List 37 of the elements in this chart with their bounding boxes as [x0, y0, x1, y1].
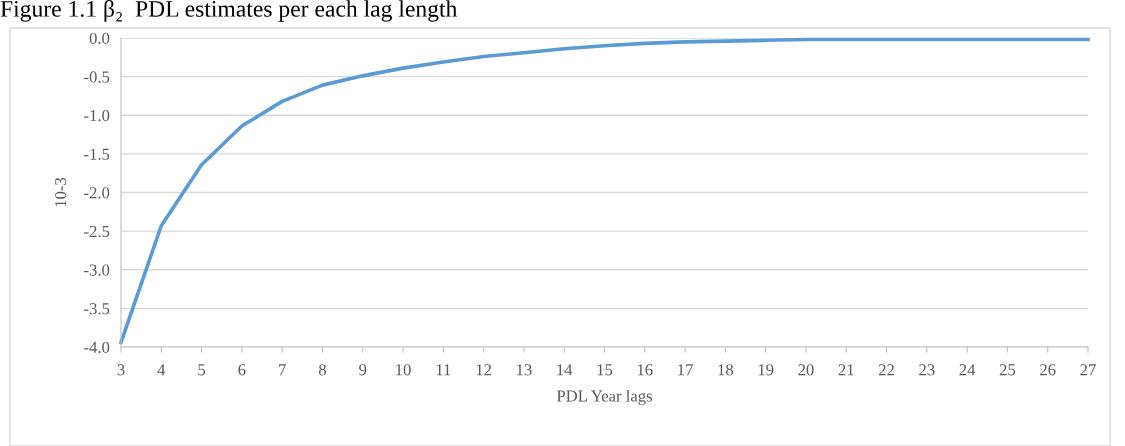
- y-tick-label: -3.5: [84, 303, 110, 315]
- x-tick-label: 24: [959, 364, 976, 376]
- y-tick-label: 0.0: [89, 32, 110, 45]
- x-tick-label: 6: [238, 364, 246, 376]
- x-tick-label: 19: [758, 364, 774, 376]
- x-tick-label: 10: [396, 364, 411, 376]
- x-tick-label: 14: [557, 364, 573, 376]
- x-tick-label: 13: [517, 364, 532, 376]
- x-axis-title: PDL Year lags: [556, 389, 652, 406]
- x-tick-label: 18: [718, 364, 734, 376]
- x-tick-label: 11: [436, 364, 451, 376]
- x-tick-label: 17: [678, 364, 693, 376]
- x-tick-label: 12: [476, 364, 492, 376]
- y-tick-label: -1.0: [84, 109, 110, 122]
- y-tick-label: -3.0: [84, 264, 110, 276]
- x-tick-label: 16: [637, 364, 653, 376]
- x-tick-label: 27: [1080, 364, 1096, 376]
- x-tick-label: 20: [798, 364, 814, 376]
- y-tick-label: -1.5: [84, 148, 110, 160]
- y-axis-title: 10-3: [54, 177, 67, 207]
- x-tick-label: 8: [318, 364, 326, 376]
- y-tick-label: -4.0: [84, 341, 110, 354]
- x-tick-label: 3: [117, 364, 125, 376]
- x-tick-label: 5: [198, 364, 206, 376]
- y-tick-label: -2.0: [84, 187, 110, 199]
- x-tick-label: 9: [359, 364, 367, 376]
- y-tick-label: -2.5: [84, 225, 110, 238]
- x-tick-label: 15: [597, 364, 613, 376]
- x-tick-label: 25: [999, 364, 1016, 376]
- x-tick-label: 4: [157, 364, 166, 376]
- x-tick-label: 22: [878, 364, 894, 376]
- x-tick-label: 23: [919, 364, 935, 376]
- chart-title: Figure 1.1 β₂ PDL estimates per each lag length: [0, 0, 458, 22]
- y-tick-label: -0.5: [84, 71, 110, 83]
- x-tick-label: 26: [1040, 364, 1056, 376]
- x-tick-label: 21: [838, 364, 854, 376]
- x-tick-label: 7: [279, 364, 286, 376]
